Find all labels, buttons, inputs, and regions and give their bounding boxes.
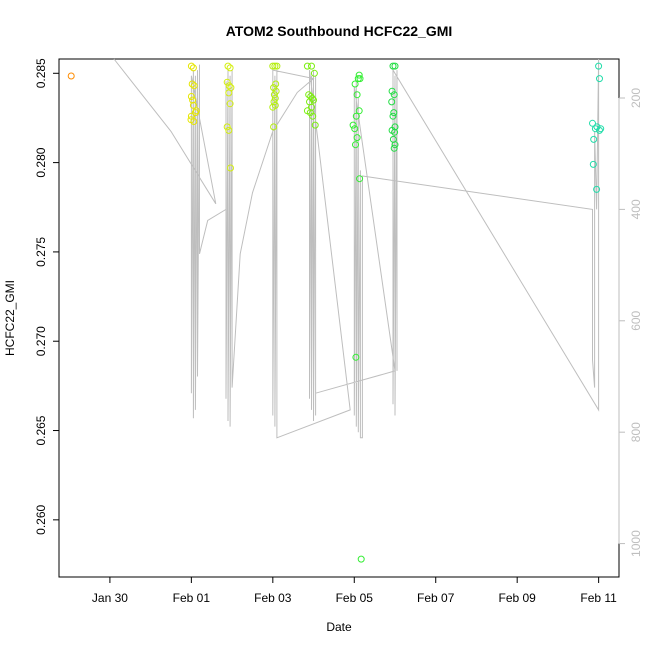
data-point xyxy=(272,87,280,95)
data-point xyxy=(270,91,278,99)
data-point xyxy=(225,82,233,90)
data-point xyxy=(356,175,364,183)
data-point xyxy=(226,100,234,108)
data-point xyxy=(192,107,200,115)
right-tick-label: 400 xyxy=(629,199,643,219)
data-point xyxy=(223,78,231,86)
data-point xyxy=(596,75,603,83)
y-tick-label: 0.280 xyxy=(34,147,48,177)
data-point xyxy=(391,128,399,136)
right-tick-label: 800 xyxy=(629,422,643,442)
data-point xyxy=(353,91,361,99)
x-tick-label: Jan 30 xyxy=(92,591,128,605)
data-point xyxy=(389,62,397,70)
points-layer xyxy=(67,62,605,563)
data-point xyxy=(187,116,195,124)
y-tick-label: 0.260 xyxy=(34,505,48,535)
data-point xyxy=(187,62,195,70)
data-point xyxy=(349,121,357,129)
x-tick-label: Feb 01 xyxy=(173,591,211,605)
data-point xyxy=(187,93,195,100)
x-tick-label: Feb 11 xyxy=(580,591,617,605)
data-point xyxy=(189,101,197,109)
x-tick-label: Feb 05 xyxy=(336,591,374,605)
data-point xyxy=(593,185,601,193)
data-point xyxy=(591,125,599,133)
data-point xyxy=(67,72,75,80)
data-point xyxy=(310,69,318,77)
data-point xyxy=(589,160,597,168)
data-point xyxy=(356,75,364,83)
data-point xyxy=(595,62,603,70)
right-tick-label: 1000 xyxy=(629,530,643,557)
data-point xyxy=(271,62,279,70)
data-point xyxy=(389,112,397,120)
data-point xyxy=(390,144,398,152)
x-tick-label: Feb 03 xyxy=(254,591,292,605)
x-tick-label: Feb 07 xyxy=(417,591,455,605)
data-point xyxy=(270,98,278,106)
data-point xyxy=(273,62,281,70)
right-tick-label: 600 xyxy=(629,310,643,330)
data-point xyxy=(355,71,363,79)
data-point xyxy=(391,62,399,70)
pressure-trace-line xyxy=(113,58,600,439)
data-point xyxy=(271,101,279,109)
data-point xyxy=(308,62,315,70)
data-point xyxy=(227,164,234,172)
data-point xyxy=(351,125,359,133)
data-point xyxy=(303,62,311,70)
data-point xyxy=(590,135,598,143)
data-point xyxy=(270,123,278,131)
y-tick-label: 0.265 xyxy=(34,415,48,445)
data-point xyxy=(352,141,359,149)
data-point xyxy=(357,555,365,563)
data-point xyxy=(309,112,317,120)
data-point xyxy=(190,82,198,90)
y-tick-label: 0.270 xyxy=(34,326,48,356)
data-point xyxy=(305,91,313,99)
data-point xyxy=(352,112,360,120)
x-axis: Jan 30 Feb 01 Feb 03 Feb 05 Feb 07 Feb 09 Feb … xyxy=(92,576,617,605)
data-point xyxy=(311,121,319,129)
right-tick-label: 200 xyxy=(629,88,643,108)
data-point xyxy=(225,126,233,134)
data-point xyxy=(225,89,233,97)
x-tick-label: Feb 09 xyxy=(499,591,537,605)
data-point xyxy=(596,126,603,134)
pressure-trace-layer xyxy=(113,58,600,439)
y-tick-label: 0.285 xyxy=(34,58,48,88)
data-point xyxy=(391,141,399,149)
data-point xyxy=(306,109,314,117)
data-point xyxy=(597,125,605,133)
data-point xyxy=(352,353,360,361)
data-point xyxy=(223,123,231,131)
data-point xyxy=(271,94,279,102)
data-point xyxy=(351,80,359,88)
data-point xyxy=(224,62,232,70)
data-point xyxy=(272,80,280,88)
data-point xyxy=(589,119,596,127)
data-point xyxy=(390,109,398,117)
data-point xyxy=(355,107,363,115)
y-axis-label: HCFC22_GMI xyxy=(3,280,17,356)
data-point xyxy=(189,96,197,104)
right-axis: 200 400 600 800 1000 xyxy=(618,88,643,557)
chart-title: ATOM2 Southbound HCFC22_GMI xyxy=(226,23,453,39)
y-axis: 0.260 0.265 0.270 0.275 0.280 0.285 xyxy=(34,58,60,535)
y-tick-label: 0.275 xyxy=(34,237,48,267)
data-point xyxy=(353,134,361,142)
data-point xyxy=(189,64,197,72)
data-point xyxy=(388,87,396,95)
data-point xyxy=(188,80,196,88)
data-point xyxy=(310,96,317,104)
x-axis-label: Date xyxy=(326,620,352,634)
data-point xyxy=(226,64,234,72)
data-point xyxy=(390,91,398,99)
data-point xyxy=(269,62,277,70)
data-point xyxy=(388,98,396,106)
